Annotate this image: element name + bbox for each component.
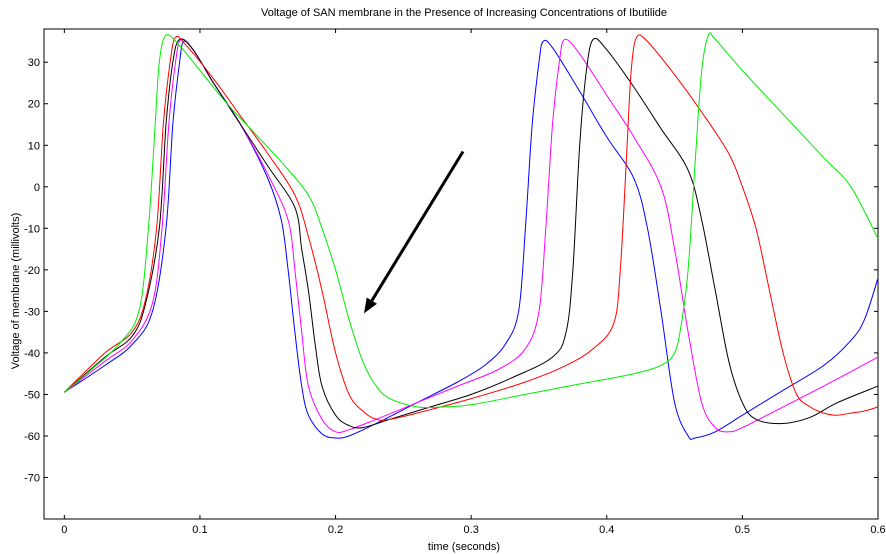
series-line-5 bbox=[63, 32, 879, 409]
annotation-layer bbox=[364, 150, 465, 314]
x-tick-label: 0.4 bbox=[599, 524, 614, 536]
y-tick-label: 10 bbox=[28, 140, 40, 152]
annotation-arrow-head bbox=[364, 297, 377, 314]
x-tick-label: 0.5 bbox=[735, 524, 750, 536]
x-tick-label: 0.2 bbox=[328, 524, 343, 536]
y-tick-label: 0 bbox=[34, 182, 40, 194]
y-tick-label: -30 bbox=[24, 306, 40, 318]
y-tick-label: -70 bbox=[24, 472, 40, 484]
x-tick-label: 0.3 bbox=[464, 524, 479, 536]
plot-area bbox=[43, 28, 879, 520]
series-line-3 bbox=[63, 37, 879, 429]
y-tick-label: -60 bbox=[24, 431, 40, 443]
annotation-arrow-shaft bbox=[370, 150, 465, 302]
y-tick-label: -40 bbox=[24, 348, 40, 360]
chart-title: Voltage of SAN membrane in the Presence … bbox=[261, 7, 667, 19]
y-tick-label: -20 bbox=[24, 265, 40, 277]
series-layer bbox=[63, 32, 879, 440]
axis-ticks: 0 0.1 0.2 0.3 0.4 0.5 0.6 30 20 10 0 -10 -20 -30 -40 -5… bbox=[24, 29, 886, 536]
series-line-4 bbox=[63, 34, 879, 421]
x-tick-label: 0.1 bbox=[192, 524, 207, 536]
y-tick-label: -50 bbox=[24, 389, 40, 401]
series-line-2 bbox=[63, 38, 879, 433]
series-line-1 bbox=[64, 39, 879, 440]
y-tick-label: 20 bbox=[28, 99, 40, 111]
x-axis-label: time (seconds) bbox=[428, 541, 500, 553]
y-tick-label: 30 bbox=[28, 57, 40, 69]
y-axis-label: Voltage of membrane (millivolts) bbox=[10, 213, 22, 370]
y-tick-label: -10 bbox=[24, 223, 40, 235]
x-tick-label: 0.6 bbox=[870, 524, 885, 536]
x-tick-label: 0 bbox=[61, 524, 67, 536]
